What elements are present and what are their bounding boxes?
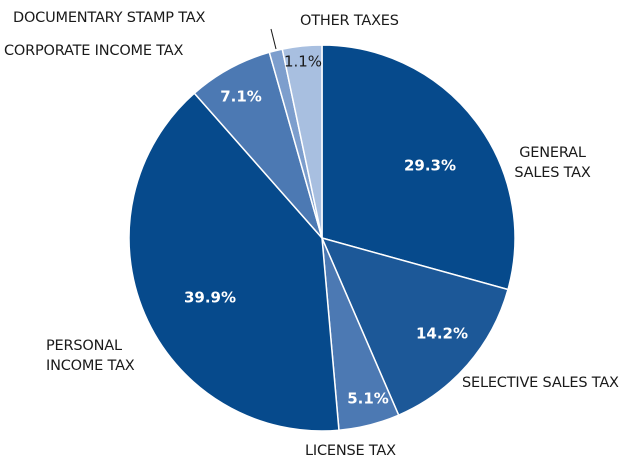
category-label: PERSONAL INCOME TAX xyxy=(46,338,135,374)
category-label: OTHER TAXES xyxy=(300,13,399,29)
pie-slice xyxy=(320,236,509,417)
data-label: 39.9% xyxy=(184,289,236,307)
leader-line xyxy=(270,28,277,50)
pie-slice xyxy=(321,44,516,291)
category-label: GENERAL SALES TAX xyxy=(514,145,591,181)
data-label: 29.3% xyxy=(404,157,456,175)
data-label: 7.1% xyxy=(220,88,262,106)
category-label: LICENSE TAX xyxy=(305,443,396,459)
category-label: SELECTIVE SALES TAX xyxy=(462,375,619,391)
pie-slice xyxy=(281,44,323,239)
data-label: 5.1% xyxy=(347,390,389,408)
category-label: DOCUMENTARY STAMP TAX xyxy=(13,10,206,26)
data-label: 3.3% xyxy=(250,9,292,27)
data-label: 1.1% xyxy=(284,53,322,71)
pie-slice xyxy=(128,92,340,432)
data-label: 14.2% xyxy=(416,325,468,343)
category-label: CORPORATE INCOME TAX xyxy=(4,43,184,59)
